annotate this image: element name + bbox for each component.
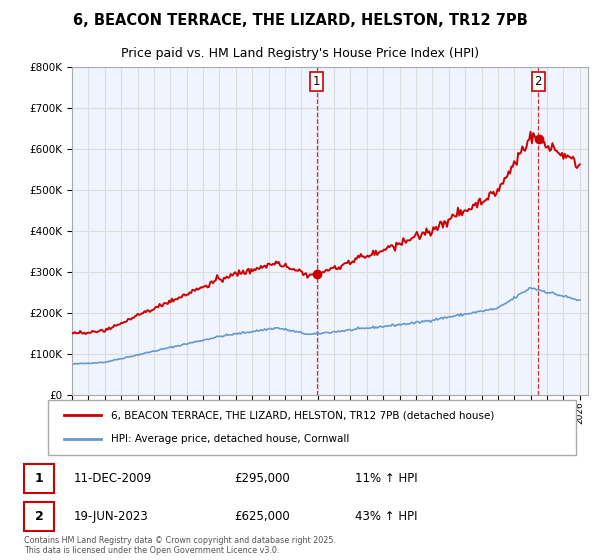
Text: HPI: Average price, detached house, Cornwall: HPI: Average price, detached house, Corn… [112, 435, 350, 444]
FancyBboxPatch shape [48, 400, 576, 455]
Text: £295,000: £295,000 [234, 472, 290, 486]
FancyBboxPatch shape [24, 502, 55, 531]
Text: 11% ↑ HPI: 11% ↑ HPI [355, 472, 418, 486]
Text: £625,000: £625,000 [234, 510, 290, 523]
Text: 19-JUN-2023: 19-JUN-2023 [74, 510, 148, 523]
Text: 6, BEACON TERRACE, THE LIZARD, HELSTON, TR12 7PB (detached house): 6, BEACON TERRACE, THE LIZARD, HELSTON, … [112, 410, 495, 420]
Text: Price paid vs. HM Land Registry's House Price Index (HPI): Price paid vs. HM Land Registry's House … [121, 47, 479, 60]
Text: 1: 1 [313, 76, 320, 88]
Text: Contains HM Land Registry data © Crown copyright and database right 2025.
This d: Contains HM Land Registry data © Crown c… [24, 536, 336, 556]
Text: 2: 2 [535, 76, 542, 88]
Text: 1: 1 [35, 472, 43, 486]
Text: 43% ↑ HPI: 43% ↑ HPI [355, 510, 418, 523]
Text: 11-DEC-2009: 11-DEC-2009 [74, 472, 152, 486]
FancyBboxPatch shape [24, 464, 55, 493]
Text: 2: 2 [35, 510, 43, 523]
Text: 6, BEACON TERRACE, THE LIZARD, HELSTON, TR12 7PB: 6, BEACON TERRACE, THE LIZARD, HELSTON, … [73, 13, 527, 29]
